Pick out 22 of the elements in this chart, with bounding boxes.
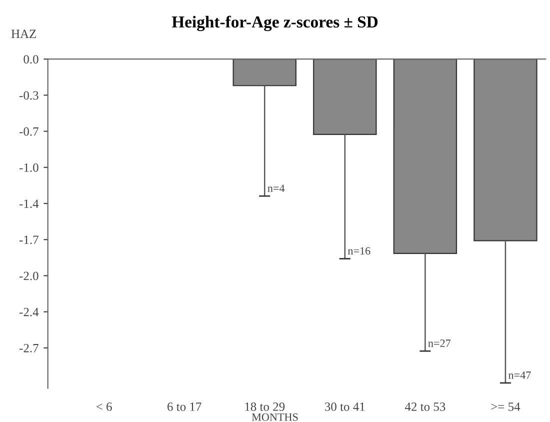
y-tick-label: -2.4 <box>20 308 39 316</box>
x-tick-label: 18 to 29 <box>245 402 285 411</box>
y-tick-label: -0.7 <box>20 127 38 136</box>
annotation: n=16 <box>348 247 370 255</box>
chart-title: Height-for-Age z-scores ± SD <box>172 16 378 32</box>
annotation: n=27 <box>428 340 451 347</box>
annotation: n=4 <box>268 184 285 192</box>
x-tick-label: < 6 <box>96 402 112 411</box>
x-tick-label: >= 54 <box>491 402 520 411</box>
y-tick-label: 0.0 <box>24 55 38 64</box>
x-tick-label: 6 to 17 <box>168 402 202 411</box>
y-tick-label: -2.7 <box>20 344 38 352</box>
y-tick-label: -0.3 <box>20 91 38 100</box>
x-tick-label: 30 to 41 <box>325 402 365 411</box>
x-tick-label: 42 to 53 <box>404 402 446 411</box>
y-tick-label: -1.0 <box>20 163 38 172</box>
annotation: n=47 <box>508 371 531 379</box>
y-tick-label: -1.7 <box>20 236 38 244</box>
y-tick-label: -1.4 <box>20 200 39 208</box>
x-axis-title: MONTHS <box>252 413 298 421</box>
y-tick-label: -2.0 <box>20 272 38 280</box>
y-axis-title: HAZ <box>11 30 36 38</box>
